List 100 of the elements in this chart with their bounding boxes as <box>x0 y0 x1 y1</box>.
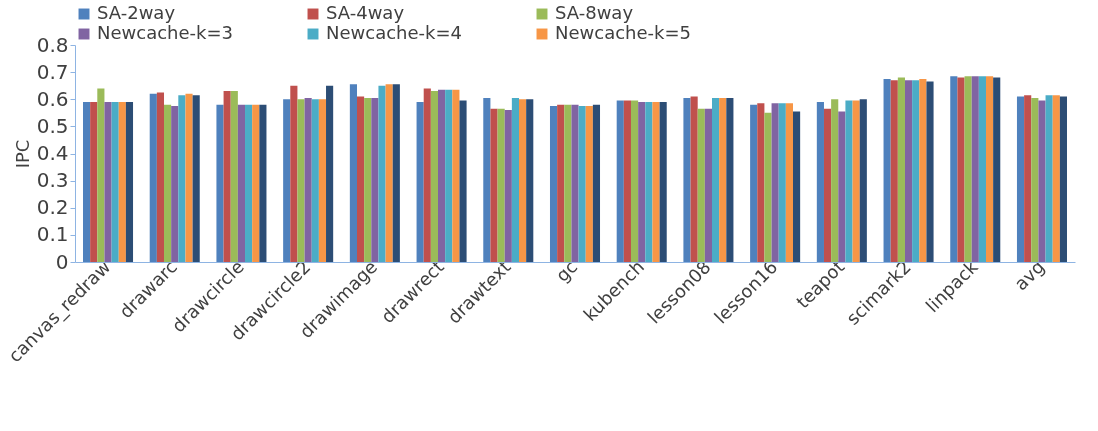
bar <box>364 97 372 262</box>
legend-label: SA-2way <box>97 2 176 23</box>
legend-label: SA-8way <box>555 2 634 23</box>
legend-label: SA-4way <box>326 2 405 23</box>
bar <box>297 99 305 262</box>
bar <box>326 85 334 262</box>
bar <box>683 97 691 262</box>
bar <box>645 101 653 262</box>
bar <box>659 101 667 262</box>
bar <box>171 106 179 262</box>
bar <box>690 96 698 262</box>
bar <box>993 77 1001 262</box>
bar <box>890 80 898 262</box>
bar <box>697 108 705 262</box>
bar <box>985 76 994 262</box>
bar <box>904 80 913 262</box>
bar <box>385 84 393 262</box>
bar <box>957 77 965 262</box>
bar <box>504 110 512 262</box>
bar <box>750 104 758 262</box>
bar <box>897 77 905 262</box>
bar <box>192 95 200 262</box>
bar <box>816 101 824 262</box>
bar <box>111 101 119 262</box>
bar <box>149 93 157 262</box>
bar <box>950 76 958 262</box>
bar <box>90 101 98 262</box>
bar <box>230 91 238 262</box>
bar <box>97 88 105 262</box>
bar <box>216 104 224 262</box>
bar <box>318 99 327 262</box>
bar <box>125 101 134 262</box>
bar <box>578 106 586 262</box>
bar <box>616 100 624 262</box>
bar <box>283 99 291 262</box>
bar <box>511 97 520 262</box>
bar <box>592 104 601 262</box>
y-tick-label: 0.4 <box>36 141 69 165</box>
bar <box>719 97 727 262</box>
y-tick-label: 0.2 <box>36 195 69 220</box>
bar <box>490 108 498 262</box>
bar <box>519 99 527 262</box>
bar <box>252 104 260 262</box>
bar <box>1045 95 1053 262</box>
bar <box>290 85 298 262</box>
bar <box>764 112 772 262</box>
bar <box>178 95 186 262</box>
x-tick-label: gc <box>551 256 582 286</box>
bar <box>785 103 793 262</box>
bar <box>349 84 357 262</box>
y-tick-label: 0.6 <box>36 86 69 111</box>
bar <box>557 104 565 262</box>
x-tick-label: avg <box>1010 256 1049 295</box>
y-tick-label: 0.8 <box>36 32 69 57</box>
bar <box>978 76 986 262</box>
bar <box>156 92 165 262</box>
bar <box>259 104 267 262</box>
bar <box>371 97 379 262</box>
bar <box>392 84 400 262</box>
legend-label: Newcache-k=5 <box>555 22 692 43</box>
bar <box>549 106 558 262</box>
bar <box>245 104 253 262</box>
bar <box>1024 95 1032 262</box>
bar <box>859 99 867 262</box>
bar <box>726 97 734 262</box>
bar <box>1038 100 1046 262</box>
y-axis-title: IPC <box>11 139 33 169</box>
bar <box>378 85 386 262</box>
bar <box>223 91 231 262</box>
bar <box>823 108 832 262</box>
bar <box>585 106 593 262</box>
bar <box>1059 96 1067 262</box>
y-tick-label: 0.3 <box>36 168 69 193</box>
bar <box>623 100 631 262</box>
y-tick-label: 0.5 <box>36 113 69 138</box>
y-tick-label: 0.1 <box>36 222 69 247</box>
bar <box>237 104 246 262</box>
bar <box>452 89 460 262</box>
bar <box>357 96 365 262</box>
bar <box>838 111 846 262</box>
bar <box>164 104 172 262</box>
bar <box>630 100 639 262</box>
bar <box>831 99 839 262</box>
bar <box>1016 96 1025 262</box>
bar <box>638 101 646 262</box>
bar <box>571 104 579 262</box>
bar <box>757 103 765 262</box>
bar <box>778 103 786 262</box>
bar <box>430 91 438 262</box>
bar <box>845 100 853 262</box>
legend-label: Newcache-k=3 <box>97 22 234 43</box>
bar <box>526 99 534 262</box>
bar <box>712 97 720 262</box>
bar <box>483 97 491 262</box>
bar <box>971 76 979 262</box>
legend-label: Newcache-k=4 <box>326 22 463 43</box>
bar <box>438 89 446 262</box>
bar <box>118 101 126 262</box>
bar <box>83 101 91 262</box>
bar <box>416 101 424 262</box>
